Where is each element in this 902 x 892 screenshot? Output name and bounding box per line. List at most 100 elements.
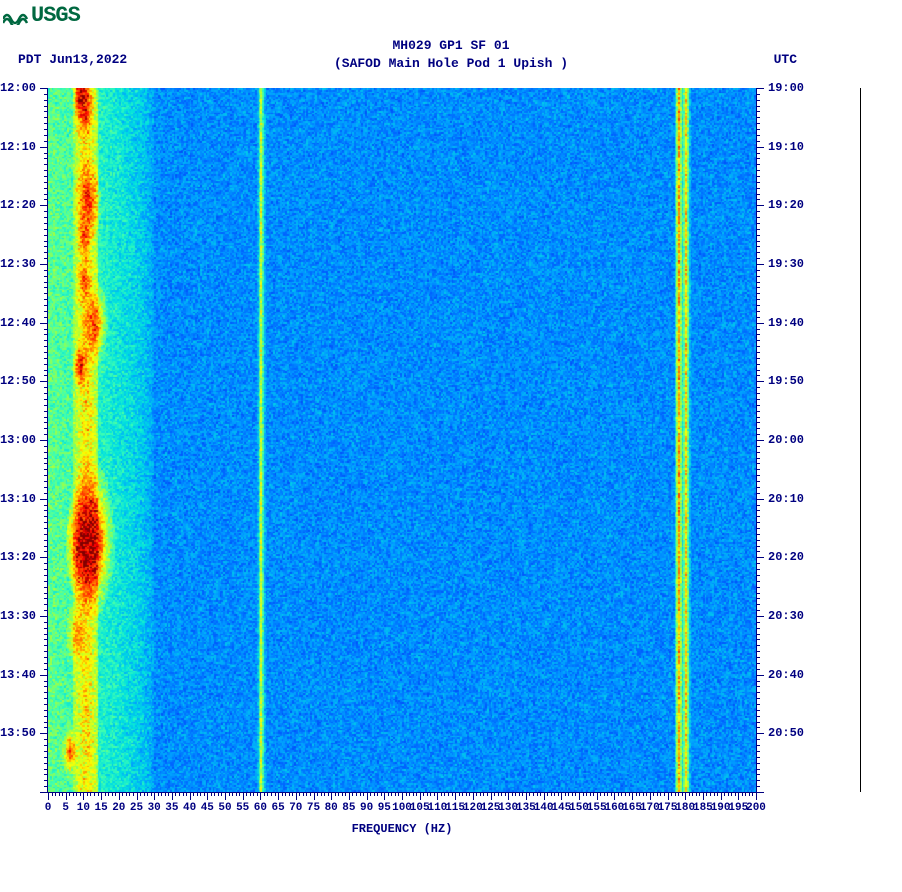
x-label: 65 — [271, 802, 284, 814]
y-tick-right — [756, 675, 764, 676]
x-label: 40 — [183, 802, 196, 814]
x-tick — [579, 792, 580, 800]
x-tick — [508, 792, 509, 800]
x-label: 30 — [148, 802, 161, 814]
x-tick — [349, 792, 350, 800]
y-label-pdt: 12:20 — [0, 198, 36, 212]
spectrogram-plot — [48, 88, 756, 792]
y-label-utc: 19:40 — [768, 316, 804, 330]
plot-border-right — [756, 88, 757, 792]
x-label: 20 — [112, 802, 125, 814]
x-tick — [668, 792, 669, 800]
y-label-utc: 20:00 — [768, 433, 804, 447]
usgs-logo: USGS — [3, 3, 80, 28]
x-tick — [491, 792, 492, 800]
y-label-pdt: 13:40 — [0, 668, 36, 682]
x-label: 55 — [236, 802, 249, 814]
x-tick — [632, 792, 633, 800]
y-label-pdt: 13:20 — [0, 550, 36, 564]
x-tick — [597, 792, 598, 800]
x-tick — [137, 792, 138, 800]
y-tick-right — [756, 323, 764, 324]
y-tick-right — [756, 792, 764, 793]
pdt-date-label: PDT Jun13,2022 — [18, 52, 127, 67]
y-label-pdt: 13:30 — [0, 609, 36, 623]
y-tick-right — [756, 88, 764, 89]
y-tick-right — [756, 381, 764, 382]
y-tick-right — [756, 733, 764, 734]
y-tick-left — [40, 792, 48, 793]
x-label: 75 — [307, 802, 320, 814]
x-tick — [455, 792, 456, 800]
x-label: 5 — [62, 802, 69, 814]
y-tick-right — [756, 499, 764, 500]
x-tick — [260, 792, 261, 800]
x-axis-title: FREQUENCY (HZ) — [48, 822, 756, 836]
y-label-pdt: 12:10 — [0, 140, 36, 154]
x-tick — [83, 792, 84, 800]
x-tick — [738, 792, 739, 800]
x-tick — [225, 792, 226, 800]
y-label-pdt: 13:10 — [0, 492, 36, 506]
x-label: 80 — [325, 802, 338, 814]
x-tick — [473, 792, 474, 800]
y-tick-right — [756, 557, 764, 558]
y-label-pdt: 13:50 — [0, 726, 36, 740]
x-label: 85 — [342, 802, 355, 814]
y-tick-right — [756, 147, 764, 148]
y-label-pdt: 12:30 — [0, 257, 36, 271]
x-tick — [614, 792, 615, 800]
y-label-utc: 20:20 — [768, 550, 804, 564]
y-label-pdt: 12:50 — [0, 374, 36, 388]
logo-text: USGS — [31, 3, 80, 28]
y-label-utc: 20:10 — [768, 492, 804, 506]
x-tick — [402, 792, 403, 800]
x-tick — [331, 792, 332, 800]
y-label-utc: 19:30 — [768, 257, 804, 271]
x-label: 15 — [94, 802, 107, 814]
x-label: 90 — [360, 802, 373, 814]
x-label: 10 — [77, 802, 90, 814]
y-tick-right — [756, 264, 764, 265]
x-label: 25 — [130, 802, 143, 814]
x-tick — [101, 792, 102, 800]
x-label: 70 — [289, 802, 302, 814]
x-label: 60 — [254, 802, 267, 814]
x-tick — [437, 792, 438, 800]
y-label-utc: 19:20 — [768, 198, 804, 212]
x-tick — [48, 792, 49, 800]
x-label: 35 — [165, 802, 178, 814]
x-tick — [172, 792, 173, 800]
y-label-utc: 20:50 — [768, 726, 804, 740]
logo-wave-icon — [3, 7, 29, 25]
x-label: 95 — [378, 802, 391, 814]
y-tick-right — [756, 616, 764, 617]
y-label-utc: 19:10 — [768, 140, 804, 154]
y-label-pdt: 12:40 — [0, 316, 36, 330]
y-label-pdt: 12:00 — [0, 81, 36, 95]
sidebar-divider — [860, 88, 861, 792]
y-label-utc: 19:00 — [768, 81, 804, 95]
x-tick — [544, 792, 545, 800]
y-axis-right-utc: 19:0019:1019:2019:3019:4019:5020:0020:10… — [756, 88, 816, 792]
x-label: 0 — [45, 802, 52, 814]
x-label: 200 — [746, 802, 766, 814]
x-tick — [420, 792, 421, 800]
y-label-utc: 19:50 — [768, 374, 804, 388]
chart-title: MH029 GP1 SF 01 (SAFOD Main Hole Pod 1 U… — [0, 37, 902, 72]
spectrogram-canvas — [48, 88, 756, 792]
y-label-utc: 20:40 — [768, 668, 804, 682]
x-tick — [314, 792, 315, 800]
x-tick — [561, 792, 562, 800]
y-label-pdt: 13:00 — [0, 433, 36, 447]
y-label-utc: 20:30 — [768, 609, 804, 623]
x-tick — [207, 792, 208, 800]
x-tick — [243, 792, 244, 800]
utc-label: UTC — [774, 52, 797, 67]
x-tick — [119, 792, 120, 800]
x-tick — [685, 792, 686, 800]
x-tick — [296, 792, 297, 800]
x-tick — [526, 792, 527, 800]
plot-border-bottom — [48, 792, 756, 793]
y-tick-right — [756, 205, 764, 206]
